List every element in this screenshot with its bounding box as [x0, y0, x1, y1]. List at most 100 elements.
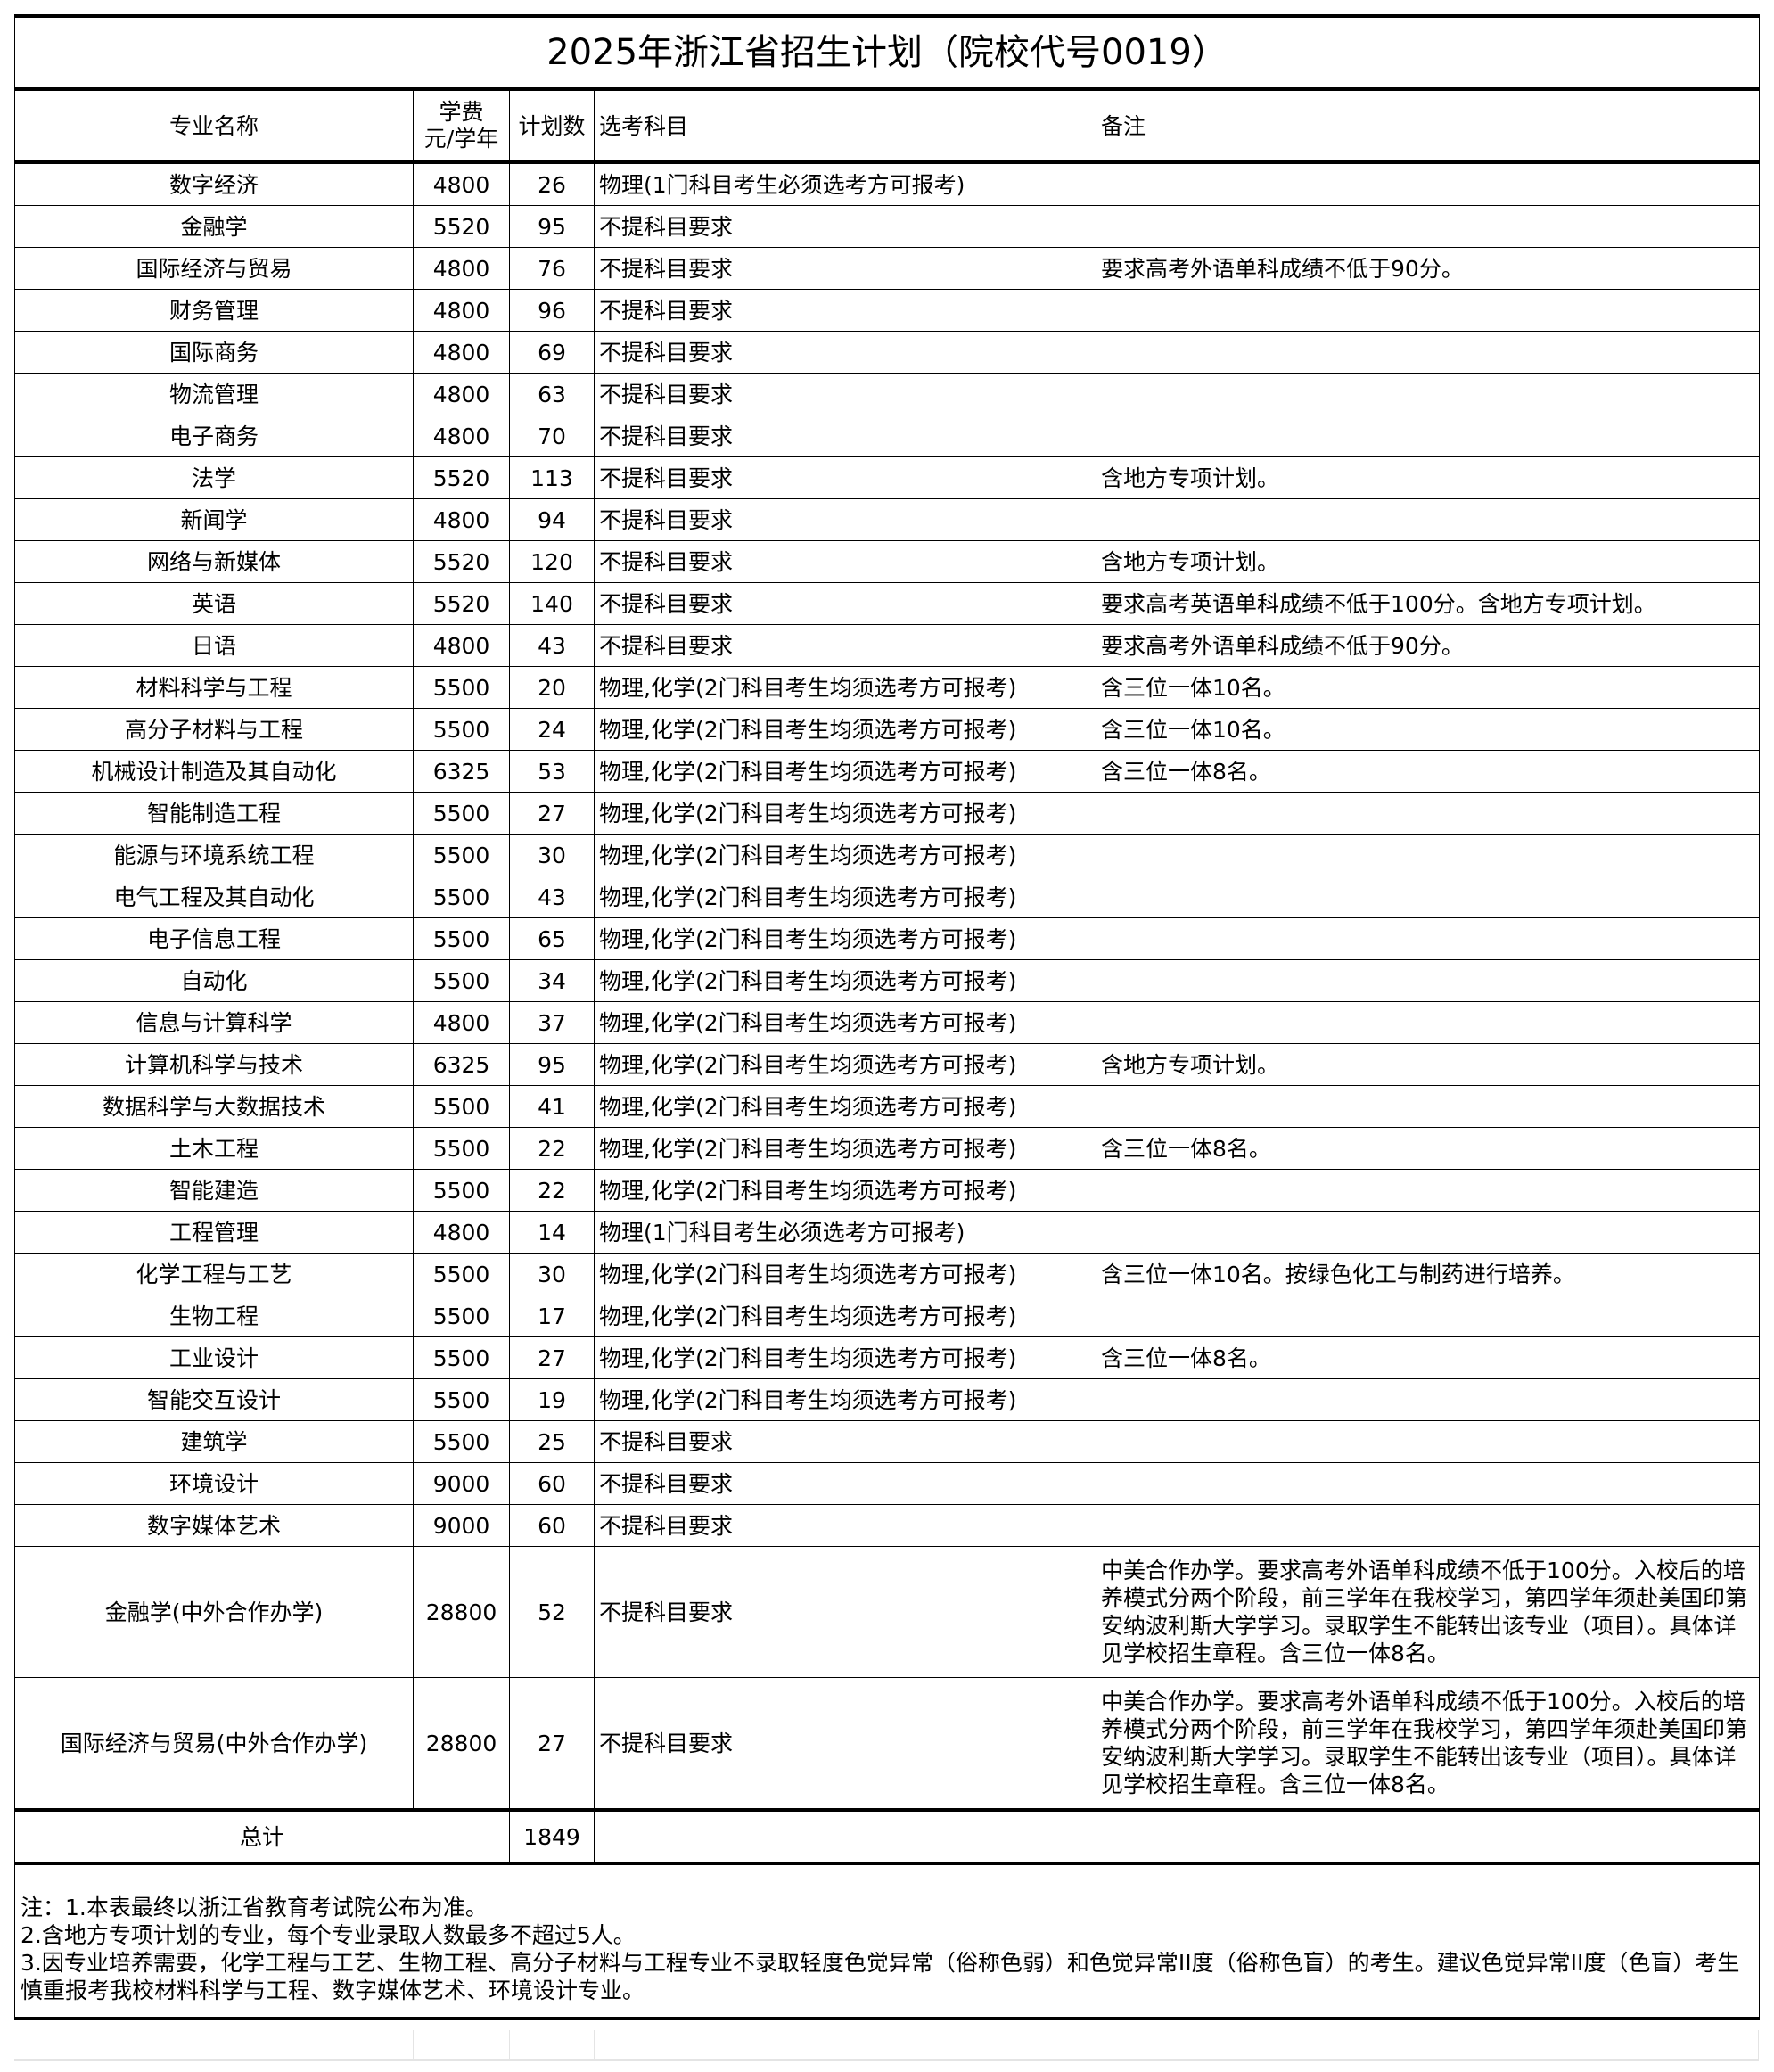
table-row: 智能交互设计 5500 19 物理,化学(2门科目考生均须选考方可报考)	[14, 1378, 1761, 1421]
header-major: 专业名称	[14, 88, 414, 164]
plan-cell: 14	[509, 1211, 595, 1254]
plan-cell: 140	[509, 582, 595, 625]
major-cell: 智能交互设计	[14, 1378, 414, 1421]
table-row: 智能建造 5500 22 物理,化学(2门科目考生均须选考方可报考)	[14, 1169, 1761, 1212]
table-row: 能源与环境系统工程 5500 30 物理,化学(2门科目考生均须选考方可报考)	[14, 834, 1761, 876]
table-row: 环境设计 9000 60 不提科目要求	[14, 1462, 1761, 1505]
fee-cell: 4800	[413, 331, 510, 374]
plan-cell: 53	[509, 750, 595, 793]
plan-cell: 22	[509, 1127, 595, 1170]
header-fee-line2: 元/学年	[423, 126, 499, 152]
fee-cell: 4800	[413, 1211, 510, 1254]
remarks-cell	[1095, 1211, 1761, 1254]
table-row: 电子商务 4800 70 不提科目要求	[14, 415, 1761, 457]
fee-cell: 5500	[413, 959, 510, 1002]
plan-cell: 37	[509, 1001, 595, 1044]
major-cell: 能源与环境系统工程	[14, 834, 414, 876]
fee-cell: 5500	[413, 1253, 510, 1295]
major-cell: 国际经济与贸易(中外合作办学)	[14, 1677, 414, 1811]
subjects-cell: 物理(1门科目考生必须选考方可报考)	[594, 161, 1096, 206]
remarks-cell: 中美合作办学。要求高考外语单科成绩不低于100分。入校后的培养模式分两个阶段，前…	[1095, 1677, 1761, 1811]
table-row: 化学工程与工艺 5500 30 物理,化学(2门科目考生均须选考方可报考) 含三位一体1…	[14, 1253, 1761, 1295]
major-cell: 金融学(中外合作办学)	[14, 1546, 414, 1678]
plan-cell: 30	[509, 1253, 595, 1295]
table-row: 机械设计制造及其自动化 6325 53 物理,化学(2门科目考生均须选考方可报考) 含三…	[14, 750, 1761, 793]
fee-cell: 5500	[413, 1295, 510, 1337]
notes-row: 注：1.本表最终以浙江省教育考试院公布为准。 2.含地方专项计划的专业，每个专业录…	[13, 1862, 1761, 2020]
fee-cell: 5500	[413, 917, 510, 960]
major-cell: 数字经济	[14, 161, 414, 206]
fee-cell: 5500	[413, 834, 510, 876]
remarks-cell: 含地方专项计划。	[1095, 540, 1761, 583]
fee-cell: 5500	[413, 876, 510, 918]
major-cell: 高分子材料与工程	[14, 708, 414, 751]
header-remarks: 备注	[1095, 88, 1761, 164]
plan-cell: 120	[509, 540, 595, 583]
subjects-cell: 不提科目要求	[594, 1546, 1096, 1678]
major-cell: 材料科学与工程	[14, 666, 414, 709]
fee-cell: 6325	[413, 1043, 510, 1086]
plan-cell: 27	[509, 792, 595, 835]
plan-cell: 65	[509, 917, 595, 960]
plan-cell: 76	[509, 247, 595, 290]
subjects-cell: 物理,化学(2门科目考生均须选考方可报考)	[594, 666, 1096, 709]
empty-grid-row	[14, 2030, 1759, 2061]
plan-cell: 20	[509, 666, 595, 709]
fee-cell: 6325	[413, 750, 510, 793]
remarks-cell	[1095, 1420, 1761, 1463]
plan-cell: 52	[509, 1546, 595, 1678]
subjects-cell: 不提科目要求	[594, 1420, 1096, 1463]
plan-cell: 25	[509, 1420, 595, 1463]
table-row: 法学 5520 113 不提科目要求 含地方专项计划。	[14, 456, 1761, 499]
subjects-cell: 物理,化学(2门科目考生均须选考方可报考)	[594, 1001, 1096, 1044]
fee-cell: 5520	[413, 456, 510, 499]
major-cell: 金融学	[14, 205, 414, 248]
fee-cell: 4800	[413, 624, 510, 667]
major-cell: 法学	[14, 456, 414, 499]
remarks-cell	[1095, 1169, 1761, 1212]
major-cell: 计算机科学与技术	[14, 1043, 414, 1086]
table-row: 日语 4800 43 不提科目要求 要求高考外语单科成绩不低于90分。	[14, 624, 1761, 667]
subjects-cell: 物理,化学(2门科目考生均须选考方可报考)	[594, 792, 1096, 835]
table-row: 高分子材料与工程 5500 24 物理,化学(2门科目考生均须选考方可报考) 含三位一体…	[14, 708, 1761, 751]
remarks-cell: 含三位一体8名。	[1095, 750, 1761, 793]
major-cell: 环境设计	[14, 1462, 414, 1505]
fee-cell: 9000	[413, 1504, 510, 1547]
plan-cell: 96	[509, 289, 595, 332]
plan-cell: 95	[509, 1043, 595, 1086]
remarks-cell: 含三位一体10名。	[1095, 708, 1761, 751]
remarks-cell	[1095, 917, 1761, 960]
header-row: 专业名称 学费 元/学年 计划数 选考科目 备注	[14, 88, 1761, 164]
table-row: 新闻学 4800 94 不提科目要求	[14, 498, 1761, 541]
subjects-cell: 不提科目要求	[594, 373, 1096, 415]
subjects-cell: 不提科目要求	[594, 247, 1096, 290]
remarks-cell: 含地方专项计划。	[1095, 456, 1761, 499]
plan-cell: 60	[509, 1462, 595, 1505]
remarks-cell: 要求高考外语单科成绩不低于90分。	[1095, 247, 1761, 290]
note-line: 注：1.本表最终以浙江省教育考试院公布为准。	[21, 1895, 488, 1920]
remarks-cell: 中美合作办学。要求高考外语单科成绩不低于100分。入校后的培养模式分两个阶段，前…	[1095, 1546, 1761, 1678]
fee-cell: 5520	[413, 205, 510, 248]
fee-cell: 5500	[413, 1420, 510, 1463]
subjects-cell: 不提科目要求	[594, 540, 1096, 583]
major-cell: 财务管理	[14, 289, 414, 332]
major-cell: 电子信息工程	[14, 917, 414, 960]
table-row: 金融学 5520 95 不提科目要求	[14, 205, 1761, 248]
fee-cell: 5500	[413, 1085, 510, 1128]
subjects-cell: 不提科目要求	[594, 456, 1096, 499]
table-row: 国际经济与贸易 4800 76 不提科目要求 要求高考外语单科成绩不低于90分。	[14, 247, 1761, 290]
header-plan: 计划数	[509, 88, 595, 164]
subjects-cell: 物理,化学(2门科目考生均须选考方可报考)	[594, 1253, 1096, 1295]
plan-cell: 24	[509, 708, 595, 751]
subjects-cell: 物理,化学(2门科目考生均须选考方可报考)	[594, 917, 1096, 960]
major-cell: 建筑学	[14, 1420, 414, 1463]
fee-cell: 5520	[413, 540, 510, 583]
subjects-cell: 不提科目要求	[594, 1504, 1096, 1547]
table-row: 工业设计 5500 27 物理,化学(2门科目考生均须选考方可报考) 含三位一体8名。	[14, 1336, 1761, 1379]
subjects-cell: 不提科目要求	[594, 415, 1096, 457]
fee-cell: 4800	[413, 247, 510, 290]
table-row: 材料科学与工程 5500 20 物理,化学(2门科目考生均须选考方可报考) 含三位一体1…	[14, 666, 1761, 709]
subjects-cell: 不提科目要求	[594, 205, 1096, 248]
total-label: 总计	[14, 1808, 510, 1865]
subjects-cell: 物理,化学(2门科目考生均须选考方可报考)	[594, 1378, 1096, 1421]
